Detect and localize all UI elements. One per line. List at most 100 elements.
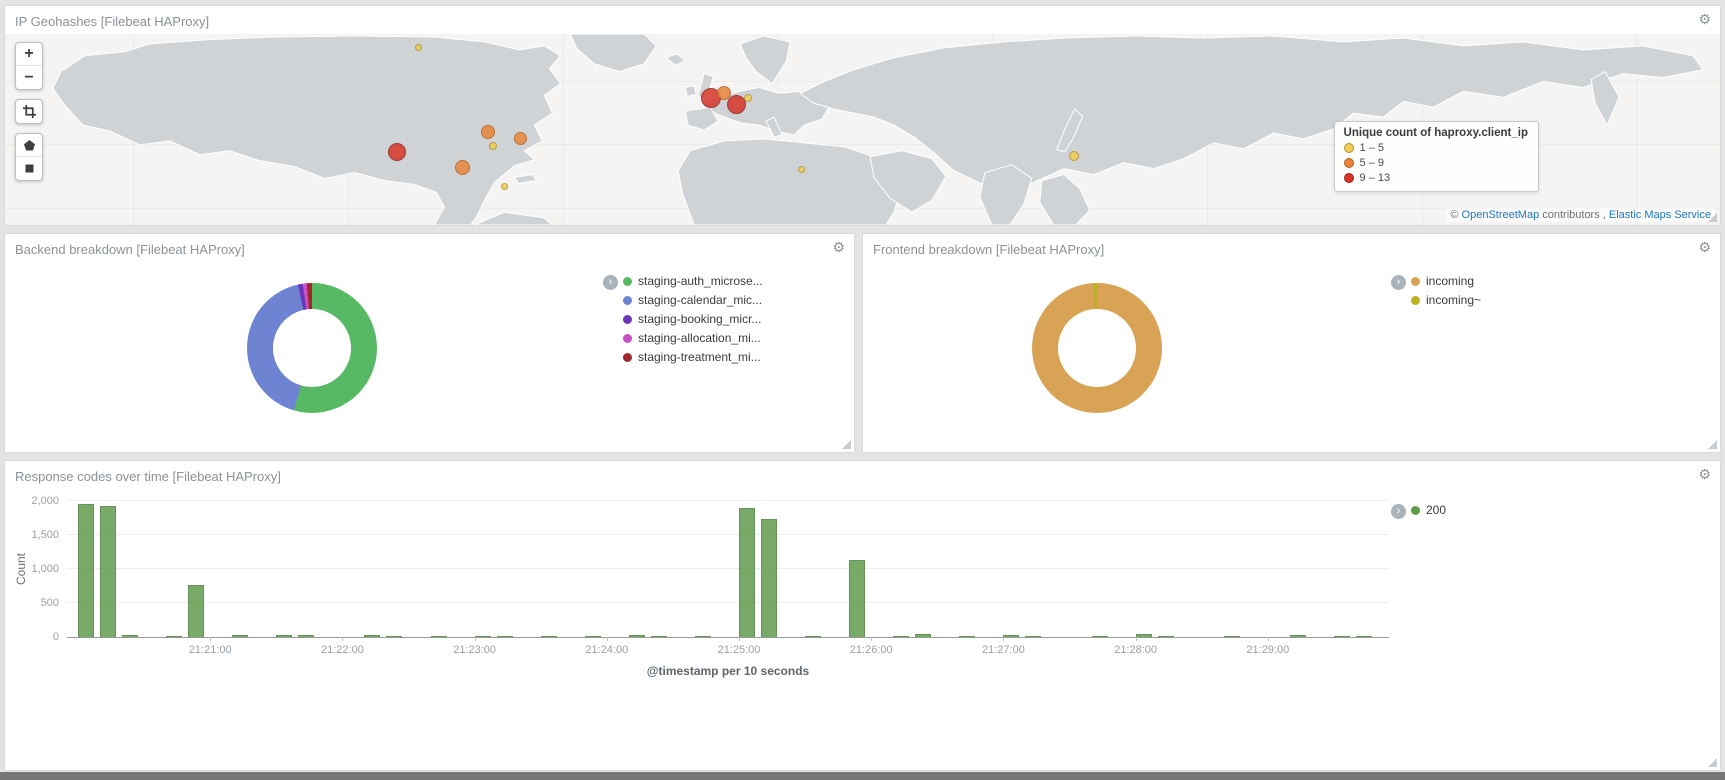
legend-toggle-icon[interactable]: › xyxy=(1391,504,1406,519)
bar-200[interactable] xyxy=(1091,636,1108,637)
bar-200[interactable] xyxy=(78,504,95,637)
bar-200[interactable] xyxy=(1289,635,1306,637)
map-land-layer xyxy=(5,34,1720,225)
map-legend: Unique count of haproxy.client_ip 1 – 5 5… xyxy=(1333,121,1539,192)
bar-200[interactable] xyxy=(739,507,756,637)
bar-200[interactable] xyxy=(915,634,932,637)
gridline xyxy=(67,602,1389,603)
elastic-maps-service-link[interactable]: Elastic Maps Service xyxy=(1608,209,1711,221)
geo-point-marker[interactable] xyxy=(388,143,406,161)
bar-200[interactable] xyxy=(430,636,447,637)
world-map[interactable]: + − xyxy=(5,34,1720,225)
y-axis-tick-label: 1,500 xyxy=(31,529,59,541)
bar-200[interactable] xyxy=(1333,635,1350,637)
bar-200[interactable] xyxy=(1135,633,1152,637)
legend-item[interactable]: staging-calendar_mic... xyxy=(623,293,763,307)
legend-item[interactable]: staging-allocation_mi... xyxy=(623,331,763,345)
panel-response-codes: Response codes over time [Filebeat HAPro… xyxy=(4,460,1721,771)
legend-swatch-icon xyxy=(623,333,632,343)
geo-point-marker[interactable] xyxy=(797,165,805,173)
legend-swatch-icon xyxy=(623,276,632,286)
fit-data-bounds-button[interactable] xyxy=(16,100,42,123)
bar-200[interactable] xyxy=(1003,634,1020,637)
bar-200[interactable] xyxy=(166,635,183,637)
geo-point-marker[interactable] xyxy=(454,159,470,175)
bar-200[interactable] xyxy=(584,636,601,637)
bar-200[interactable] xyxy=(122,634,139,637)
gridline xyxy=(67,500,1389,501)
bar-200[interactable] xyxy=(540,636,557,637)
geo-point-marker[interactable] xyxy=(500,182,508,190)
map-legend-row: 9 – 13 xyxy=(1343,172,1528,184)
bottom-scrollbar-strip[interactable] xyxy=(0,772,1725,780)
resize-handle-icon[interactable] xyxy=(1708,758,1717,767)
panel-title: Backend breakdown [Filebeat HAProxy] xyxy=(15,242,245,257)
bar-200[interactable] xyxy=(188,585,205,637)
y-axis-tick-label: 1,000 xyxy=(31,563,59,575)
bar-200[interactable] xyxy=(628,634,645,637)
resize-handle-icon[interactable] xyxy=(1708,440,1717,449)
bar-200[interactable] xyxy=(298,634,315,637)
geo-point-marker[interactable] xyxy=(513,131,527,145)
bar-200[interactable] xyxy=(496,636,513,637)
bar-200[interactable] xyxy=(650,635,667,637)
map-legend-rows: 1 – 5 5 – 9 9 – 13 xyxy=(1343,142,1528,184)
gear-icon[interactable]: ⚙ xyxy=(1698,239,1711,255)
bar-200[interactable] xyxy=(232,634,249,637)
bar-200[interactable] xyxy=(959,636,976,637)
bar-200[interactable] xyxy=(694,636,711,637)
bar-200[interactable] xyxy=(1223,635,1240,637)
legend-toggle-icon[interactable]: › xyxy=(1391,275,1406,290)
legend-item[interactable]: staging-auth_microse... xyxy=(623,274,763,288)
geo-point-marker[interactable] xyxy=(489,142,497,150)
zoom-out-button[interactable]: − xyxy=(24,68,34,86)
geo-point-marker[interactable] xyxy=(717,86,731,100)
geo-point-marker[interactable] xyxy=(1069,151,1079,161)
bar-200[interactable] xyxy=(386,635,403,637)
geo-point-marker[interactable] xyxy=(744,94,752,102)
legend-item[interactable]: 200 xyxy=(1411,503,1446,517)
draw-tools-group xyxy=(15,133,43,181)
legend-toggle-icon[interactable]: › xyxy=(603,275,618,290)
x-axis-tick-label: 21:25:00 xyxy=(717,644,761,656)
fit-bounds-group xyxy=(15,99,43,124)
geo-point-marker[interactable] xyxy=(726,94,746,114)
bar-200[interactable] xyxy=(893,636,910,637)
bar-200[interactable] xyxy=(849,560,866,637)
bar-200[interactable] xyxy=(1157,635,1174,637)
resize-handle-icon[interactable] xyxy=(842,440,851,449)
circle-marker-icon xyxy=(1343,158,1354,168)
panel-title: Response codes over time [Filebeat HAPro… xyxy=(15,469,281,484)
frontend-donut-chart[interactable] xyxy=(1032,283,1162,413)
bar-200[interactable] xyxy=(474,635,491,637)
bar-200[interactable] xyxy=(1355,636,1372,637)
zoom-in-button[interactable]: + xyxy=(16,43,42,66)
legend-item[interactable]: incoming~ xyxy=(1411,293,1481,307)
resize-handle-icon[interactable] xyxy=(1708,213,1717,222)
legend-swatch-icon xyxy=(623,352,632,362)
legend-item[interactable]: staging-treatment_mi... xyxy=(623,350,763,364)
x-axis-tick xyxy=(1135,637,1137,641)
legend-item[interactable]: staging-booking_micr... xyxy=(623,312,763,326)
backend-donut-chart[interactable] xyxy=(247,283,377,413)
gear-icon[interactable]: ⚙ xyxy=(1698,11,1711,27)
openstreetmap-link[interactable]: OpenStreetMap xyxy=(1461,209,1540,221)
gear-icon[interactable]: ⚙ xyxy=(1698,466,1711,482)
bar-200[interactable] xyxy=(276,635,293,637)
legend-label: staging-treatment_mi... xyxy=(638,350,761,364)
legend-item[interactable]: incoming xyxy=(1411,274,1481,288)
gear-icon[interactable]: ⚙ xyxy=(832,239,845,255)
geo-point-marker[interactable] xyxy=(481,125,495,139)
bar-200[interactable] xyxy=(364,634,381,637)
map-controls: + − xyxy=(15,42,43,190)
bar-200[interactable] xyxy=(761,519,778,637)
draw-rectangle-button[interactable] xyxy=(16,157,42,180)
draw-polygon-button[interactable] xyxy=(16,134,42,157)
geo-point-marker[interactable] xyxy=(414,43,422,51)
bar-200[interactable] xyxy=(1025,635,1042,637)
panel-frontend-breakdown: Frontend breakdown [Filebeat HAProxy] ⚙ … xyxy=(862,233,1721,453)
bar-200[interactable] xyxy=(805,635,822,637)
bar-200[interactable] xyxy=(100,506,117,637)
x-axis-tick-label: 21:26:00 xyxy=(849,644,893,656)
